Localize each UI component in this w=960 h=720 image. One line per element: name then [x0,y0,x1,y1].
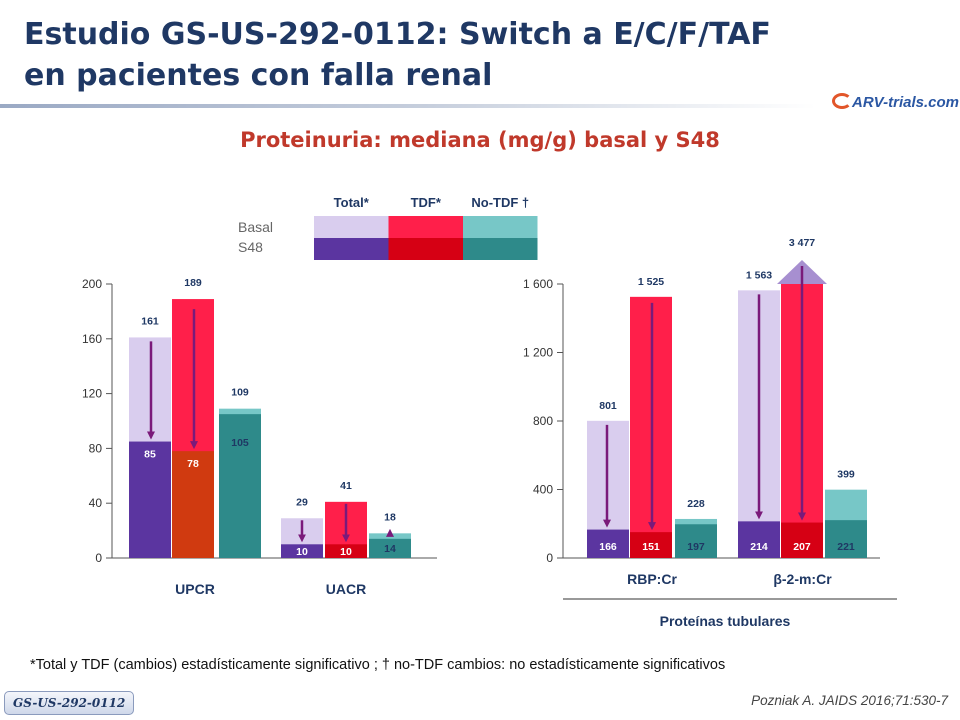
chart2-s48-label-4: 207 [793,541,811,553]
chart1-category-0: UPCR [175,581,215,597]
chart2-s48-label-1: 151 [642,541,660,553]
legend-header-2: No-TDF † [471,195,529,210]
chart2-basal-label-3: 1 563 [746,269,772,281]
chart2-bar-s48-0 [587,529,629,558]
chart1-ytick-label-3: 120 [82,387,102,401]
chart1-basal-label-4: 41 [340,480,352,492]
chart2-bar-s48-3 [738,521,780,558]
arv-trials-logo[interactable]: ARV-trials.com [826,88,959,120]
legend-swatch-s48-0 [314,238,389,260]
chart1-basal-label-1: 189 [184,277,202,289]
chart2-category-1: β-2-m:Cr [773,571,832,587]
legend-swatch-basal-2 [463,216,538,238]
title-line-1: Estudio GS-US-292-0112: Switch a E/C/F/T… [24,17,771,52]
chart2-ytick-label-0: 0 [546,551,553,565]
chart2-ytick-label-1: 400 [533,483,553,497]
chart1-s48-label-2: 105 [231,437,249,449]
chart1-basal-label-5: 18 [384,511,396,523]
chart1-ytick-label-1: 40 [89,496,103,510]
chart1-s48-label-0: 85 [144,449,156,461]
chart1-bar-s48-3 [281,544,323,558]
chart1-bar-s48-5 [369,538,411,558]
chart2-basal-label-4: 3 477 [789,237,815,249]
chart-subtitle: Proteinuria: mediana (mg/g) basal y S48 [240,128,720,152]
legend-header-0: Total* [334,195,370,210]
chart2-basal-label-5: 399 [837,469,855,481]
footnote: *Total y TDF (cambios) estadísticamente … [30,657,726,673]
chart1-category-1: UACR [326,581,366,597]
chart1-basal-label-0: 161 [141,315,159,327]
chart2-s48-label-0: 166 [599,541,617,553]
chart1-basal-label-3: 29 [296,496,308,508]
chart2-ytick-label-4: 1 600 [523,277,553,291]
title-divider [0,104,960,108]
chart1-bar-s48-2 [219,414,261,558]
slide-title: Estudio GS-US-292-0112: Switch a E/C/F/T… [24,14,784,96]
chart2-s48-label-5: 221 [837,541,855,553]
logo-swirl-icon [832,93,852,109]
chart2-bar-s48-2 [675,524,717,558]
chart2-category-0: RBP:Cr [627,571,677,587]
chart2-group-label: Proteínas tubulares [660,613,791,629]
chart1-bar-s48-4 [325,544,367,558]
legend-swatch-s48-1 [388,238,463,260]
logo-text: ARV-trials.com [852,94,959,111]
legend-swatch-basal-1 [388,216,463,238]
chart2-basal-label-0: 801 [599,400,617,412]
chart1-bar-s48-0 [129,441,171,558]
chart1-s48-label-3: 10 [296,546,308,558]
chart1-s48-label-4: 10 [340,546,352,558]
chart2-basal-label-2: 228 [687,498,705,510]
title-line-2: en pacientes con falla renal [24,58,493,93]
chart2-basal-label-1: 1 525 [638,276,664,288]
charts-canvas: Total* TDF* No-TDF † Basal S48 0 40 80 120 160 200… [82,195,897,629]
chart1-s48-label-1: 78 [187,458,199,470]
chart1-basal-label-2: 109 [231,387,249,399]
chart1-bar-s48-1 [172,451,214,558]
chart1-s48-label-5: 14 [384,543,396,555]
chart2-ytick-label-2: 800 [533,414,553,428]
chart2-s48-label-2: 197 [687,541,705,553]
chart1-ytick-label-5: 200 [82,277,102,291]
legend-swatch-basal-0 [314,216,389,238]
chart2-s48-label-3: 214 [750,541,768,553]
study-badge: GS-US-292-0112 [4,691,135,715]
legend-row-label-0: Basal [238,219,273,235]
chart1-ytick-label-2: 80 [89,441,103,455]
chart2-bar-s48-4 [781,522,823,558]
chart2-bar-s48-1 [630,532,672,558]
citation: Pozniak A. JAIDS 2016;71:530-7 [751,693,948,708]
legend-row-label-1: S48 [238,239,263,255]
chart2-ytick-label-3: 1 200 [523,346,553,360]
legend-swatch-s48-2 [463,238,538,260]
chart1-ytick-label-0: 0 [95,551,102,565]
chart1-ytick-label-4: 160 [82,332,102,346]
chart2-bar-s48-5 [825,520,867,558]
legend-header-1: TDF* [411,195,442,210]
